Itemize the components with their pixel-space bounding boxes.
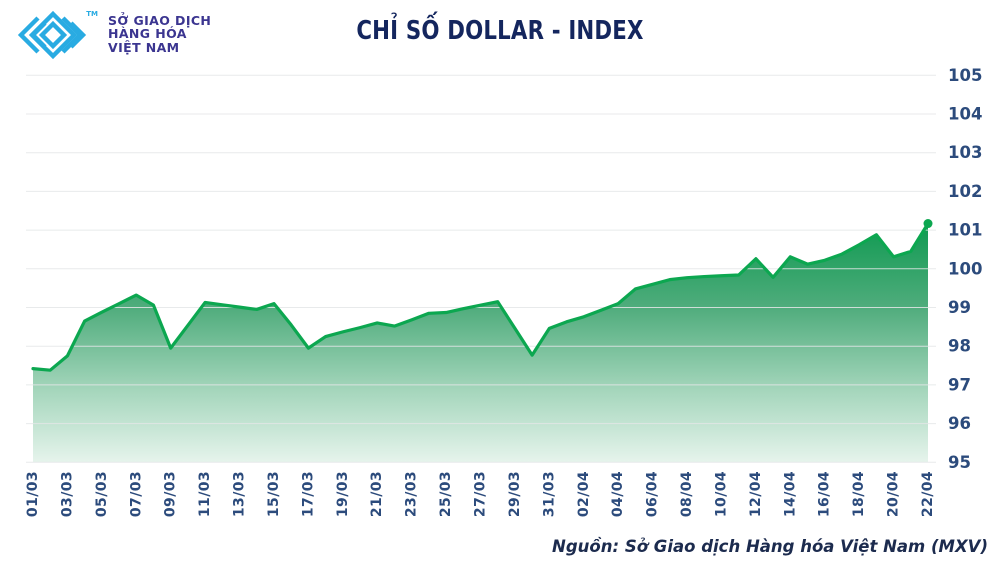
x-axis-tick-label: 02/04 — [576, 471, 592, 517]
y-axis-tick-label: 100 — [948, 259, 982, 278]
source-caption: Nguồn: Sở Giao dịch Hàng hóa Việt Nam (M… — [552, 537, 988, 556]
trademark-symbol: TM — [86, 10, 98, 18]
index-line — [31, 221, 930, 372]
logo-text-line-2: HÀNG HÓA — [108, 26, 187, 42]
x-axis-tick-label: 20/04 — [886, 471, 902, 517]
y-axis-tick-label: 102 — [948, 182, 982, 201]
x-axis-tick-label: 11/03 — [197, 471, 213, 517]
x-axis-tick-label: 04/04 — [610, 471, 626, 517]
x-axis-tick-label: 31/03 — [541, 471, 557, 517]
x-axis-tick-label: 15/03 — [266, 471, 282, 517]
x-axis-tick-label: 08/04 — [679, 471, 695, 517]
x-axis-tick-label: 07/03 — [128, 471, 144, 517]
y-axis-tick-label: 99 — [948, 298, 971, 317]
x-axis-tick-label: 29/03 — [507, 471, 523, 517]
x-axis-tick-label: 01/03 — [25, 471, 41, 517]
mxv-logo-mark: TM — [14, 10, 98, 60]
mxv-logo: TM SỞ GIAO DỊCH HÀNG HÓA VIỆT NAM — [14, 10, 211, 60]
y-axis-tick-label: 98 — [948, 337, 971, 356]
x-axis-tick-label: 03/03 — [59, 471, 75, 517]
x-axis-tick-label: 09/03 — [163, 471, 179, 517]
x-axis-tick-label: 16/04 — [817, 471, 833, 517]
x-axis-tick-label: 19/03 — [335, 471, 351, 517]
x-axis-tick-label: 10/04 — [713, 471, 729, 517]
y-axis-tick-label: 103 — [948, 143, 982, 162]
logo-text-line-1: SỞ GIAO DỊCH — [108, 12, 212, 28]
x-axis-tick-label: 27/03 — [473, 471, 489, 517]
y-axis-tick-label: 97 — [948, 375, 971, 394]
y-axis-tick-label: 95 — [948, 453, 971, 472]
x-axis-tick-label: 23/03 — [404, 471, 420, 517]
x-axis-tick-label: 13/03 — [232, 471, 248, 517]
y-axis-tick-label: 104 — [948, 105, 982, 124]
x-axis-tick-label: 21/03 — [369, 471, 385, 517]
x-axis-tick-label: 06/04 — [645, 471, 661, 517]
x-axis-tick-label: 18/04 — [851, 471, 867, 517]
mxv-logo-text: SỞ GIAO DỊCH HÀNG HÓA VIỆT NAM — [108, 14, 211, 55]
last-point-marker — [923, 219, 933, 229]
chart-title: CHỈ SỐ DOLLAR - INDEX — [356, 16, 644, 46]
x-axis-tick-label: 22/04 — [920, 471, 936, 517]
area-fill — [33, 223, 928, 463]
x-axis-tick-label: 14/04 — [782, 471, 798, 517]
logo-text-line-3: VIỆT NAM — [108, 39, 180, 55]
x-axis-tick-label: 25/03 — [438, 471, 454, 517]
mxv-diamond-icon — [17, 10, 87, 60]
x-axis-tick-label: 05/03 — [94, 471, 110, 517]
y-axis-tick-label: 96 — [948, 414, 971, 433]
y-axis-tick-label: 101 — [948, 221, 982, 240]
x-axis-tick-label: 17/03 — [300, 471, 316, 517]
x-axis-tick-label: 12/04 — [748, 471, 764, 517]
y-axis-tick-label: 105 — [948, 66, 982, 85]
